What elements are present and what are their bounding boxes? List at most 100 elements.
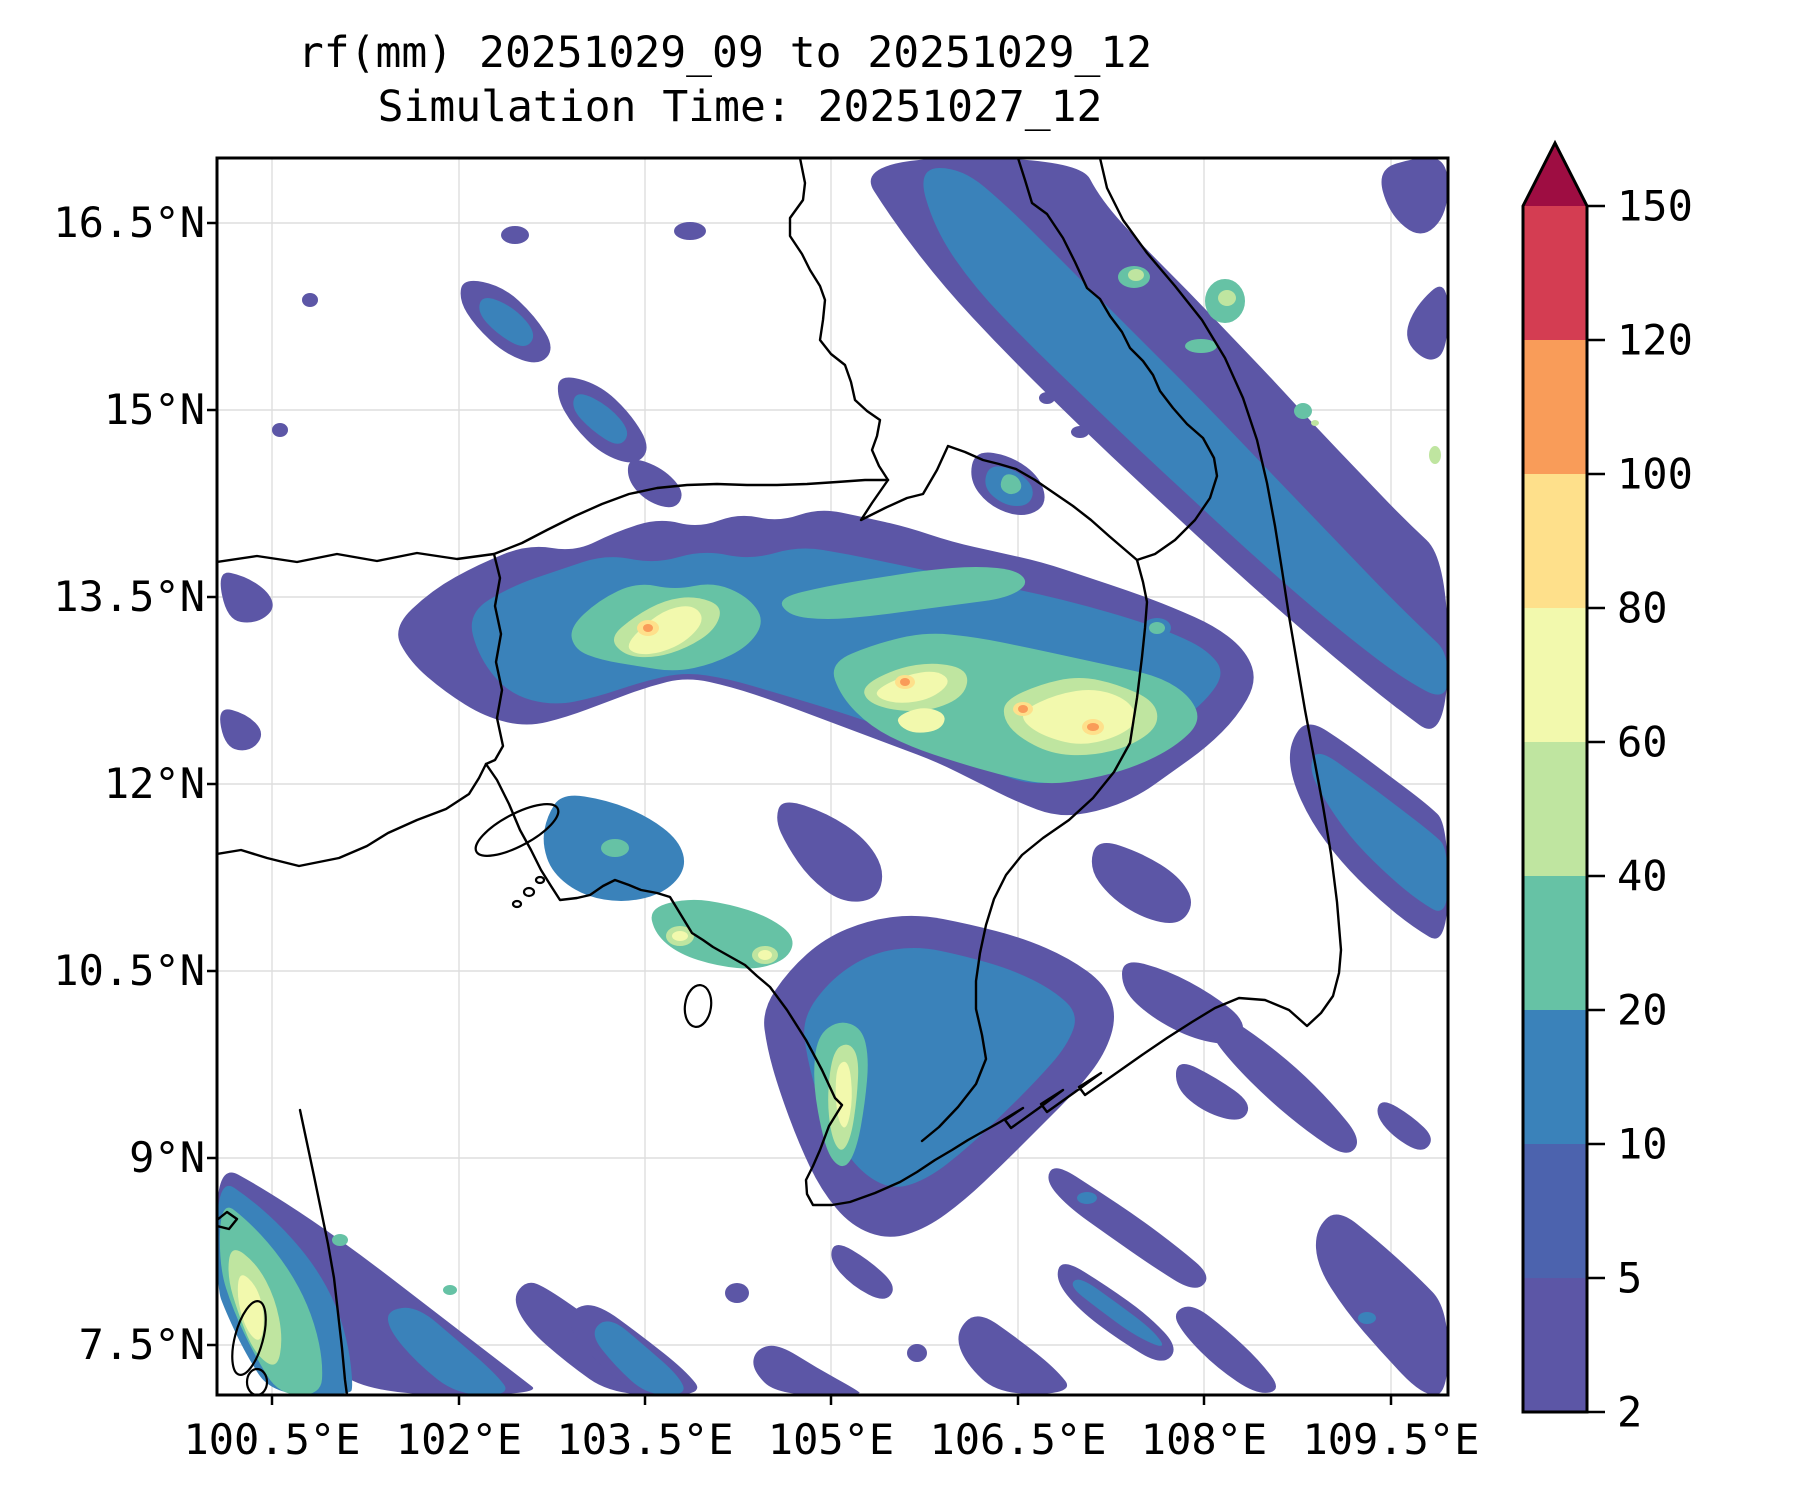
colorbar-segment bbox=[1523, 474, 1587, 609]
island-outline bbox=[511, 899, 523, 909]
coastline bbox=[859, 444, 1139, 562]
colorbar-tick-label: 2 bbox=[1617, 1388, 1642, 1437]
rain-contour bbox=[777, 802, 883, 902]
map-background bbox=[217, 158, 1448, 1395]
rain-contour bbox=[923, 168, 1448, 695]
colorbar-segment bbox=[1523, 206, 1587, 341]
rain-contour bbox=[1149, 622, 1165, 634]
colorbar-tick-label: 80 bbox=[1617, 584, 1668, 633]
colorbar-segment bbox=[1523, 340, 1587, 475]
rain-contour bbox=[1018, 705, 1028, 713]
colorbar-segment bbox=[1523, 1010, 1587, 1145]
coastline bbox=[217, 1210, 239, 1231]
x-tick-label: 102°E bbox=[395, 1415, 523, 1464]
island-outline bbox=[534, 875, 546, 885]
y-tick-label: 15°N bbox=[103, 385, 205, 434]
rain-contour bbox=[601, 839, 629, 857]
rain-contour bbox=[628, 606, 702, 655]
island-outline bbox=[522, 886, 536, 898]
colorbar: 150 120 100 80 60 40 20 10 5 2 bbox=[1521, 139, 1693, 1437]
rain-contour bbox=[1358, 1312, 1376, 1324]
colorbar-over-arrow bbox=[1523, 143, 1587, 206]
figure-title: rf(mm) 20251029_09 to 20251029_12 bbox=[297, 28, 1153, 78]
colorbar-segment bbox=[1523, 1278, 1587, 1413]
rain-contour bbox=[1311, 753, 1448, 911]
colorbar-tick-label: 10 bbox=[1617, 1120, 1668, 1169]
rain-contour bbox=[501, 226, 529, 244]
x-tick-label: 106.5°E bbox=[929, 1415, 1107, 1464]
rain-contour bbox=[1185, 339, 1217, 353]
rain-contour bbox=[1381, 158, 1448, 234]
rain-contour bbox=[1087, 723, 1099, 731]
x-tick-label: 103.5°E bbox=[556, 1415, 734, 1464]
rain-contour bbox=[332, 1234, 348, 1246]
rain-contour bbox=[958, 1316, 1068, 1395]
x-tick-label: 109.5°E bbox=[1302, 1415, 1480, 1464]
rain-contour bbox=[220, 709, 262, 751]
coastline bbox=[298, 1108, 349, 1395]
colorbar-tick-label: 5 bbox=[1617, 1254, 1642, 1303]
colorbar-segment bbox=[1523, 876, 1587, 1011]
x-tick-label: 108°E bbox=[1140, 1415, 1268, 1464]
rain-contour bbox=[758, 950, 772, 960]
y-tick-label: 10.5°N bbox=[53, 946, 205, 995]
rain-contour bbox=[1407, 286, 1448, 360]
rain-contour bbox=[1218, 290, 1236, 306]
map-frame bbox=[215, 156, 1450, 1397]
rainfall-contours bbox=[217, 158, 1448, 1395]
rain-contour bbox=[831, 1245, 893, 1299]
rain-contour bbox=[594, 1321, 684, 1395]
island-outline bbox=[474, 803, 560, 857]
colorbar-tick-label: 40 bbox=[1617, 852, 1668, 901]
rain-contour bbox=[1277, 268, 1321, 328]
y-tick-label: 12°N bbox=[103, 759, 205, 808]
coastline bbox=[217, 158, 1343, 1207]
coastline bbox=[788, 158, 890, 482]
colorbar-tick-label: 150 bbox=[1617, 182, 1693, 231]
rain-contour bbox=[302, 293, 318, 307]
island-outline bbox=[231, 1300, 267, 1376]
colorbar-tick-label: 120 bbox=[1617, 316, 1693, 365]
colorbar-outline bbox=[1521, 139, 1589, 1414]
y-tick-label: 9°N bbox=[129, 1133, 205, 1182]
rain-contour bbox=[835, 1061, 852, 1128]
y-tick-label: 16.5°N bbox=[53, 198, 205, 247]
coastline bbox=[217, 478, 890, 564]
island-outline bbox=[245, 1367, 269, 1395]
rain-contour bbox=[672, 931, 688, 941]
axis-ticks bbox=[207, 221, 1393, 1405]
coastline bbox=[920, 558, 1149, 1143]
rain-contour bbox=[1072, 1279, 1163, 1346]
rain-contour bbox=[1077, 1192, 1097, 1204]
rain-contour bbox=[1039, 392, 1055, 404]
rain-contour bbox=[781, 567, 1026, 619]
coastline bbox=[1016, 158, 1219, 562]
rain-contour bbox=[1311, 420, 1319, 426]
island-outline bbox=[683, 984, 713, 1028]
map-plot bbox=[207, 156, 1450, 1405]
colorbar-tick-label: 60 bbox=[1617, 718, 1668, 767]
colorbar-tick-label: 20 bbox=[1617, 986, 1668, 1035]
colorbar-segment bbox=[1523, 742, 1587, 877]
x-tick-label: 100.5°E bbox=[183, 1415, 361, 1464]
colorbar-segment bbox=[1523, 608, 1587, 743]
rain-contour bbox=[573, 394, 628, 444]
rain-contour bbox=[674, 222, 706, 240]
rain-contour bbox=[220, 572, 273, 623]
rain-contour bbox=[1377, 1102, 1431, 1150]
y-tick-label: 7.5°N bbox=[78, 1320, 205, 1369]
rain-contour bbox=[1429, 446, 1441, 464]
rain-contour bbox=[1175, 1306, 1277, 1393]
rain-contour bbox=[753, 1345, 860, 1395]
rain-contour bbox=[627, 460, 682, 508]
rain-contour bbox=[643, 624, 653, 632]
rain-contour bbox=[479, 297, 534, 346]
coastlines-borders bbox=[217, 158, 1343, 1395]
rain-contour bbox=[1175, 1064, 1249, 1120]
x-tick-label: 105°E bbox=[767, 1415, 895, 1464]
rain-contour bbox=[1294, 403, 1312, 419]
rain-contour bbox=[1000, 474, 1022, 495]
rain-contour bbox=[272, 423, 288, 437]
rain-contour bbox=[876, 671, 948, 703]
rain-contour bbox=[443, 1285, 457, 1295]
